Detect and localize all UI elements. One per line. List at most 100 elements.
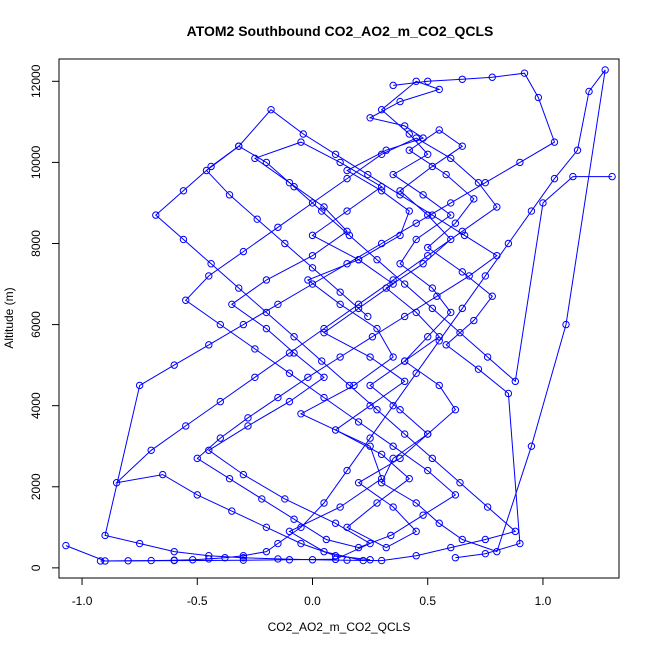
data-point [170, 556, 178, 565]
data-point [474, 178, 483, 187]
data-point [308, 280, 317, 288]
data-point [389, 81, 397, 90]
data-point [239, 247, 248, 256]
y-tick-label: 8000 [29, 230, 43, 257]
x-tick-label: 0.5 [419, 594, 436, 608]
data-point [389, 503, 397, 511]
data-point [419, 191, 427, 199]
data-point [435, 519, 443, 527]
data-point [170, 361, 178, 369]
data-point [366, 539, 374, 548]
data-point [239, 320, 248, 329]
data-point [527, 442, 536, 450]
data-point [235, 142, 243, 150]
data-point [460, 231, 469, 240]
data-point [534, 93, 543, 102]
data-point [170, 547, 178, 556]
data-point [481, 272, 490, 280]
data-point [527, 207, 536, 215]
data-point [331, 551, 340, 560]
data-point [290, 333, 298, 341]
data-point [285, 527, 294, 536]
data-point [373, 256, 381, 264]
data-point [488, 73, 496, 81]
data-point [336, 288, 344, 296]
data-point [377, 105, 386, 114]
data-point [207, 260, 215, 268]
data-point [516, 158, 524, 167]
data-point [304, 276, 312, 284]
data-point [135, 381, 144, 390]
data-point [470, 195, 478, 203]
data-point [396, 260, 404, 268]
data-point [400, 280, 409, 288]
data-point [216, 320, 225, 329]
data-point [585, 87, 593, 96]
data-point [412, 219, 420, 227]
data-point [205, 446, 213, 454]
data-point [262, 523, 271, 532]
data-point [400, 357, 409, 365]
data-point [447, 543, 455, 552]
data-point [400, 122, 409, 130]
data-point [458, 268, 466, 276]
data-point [239, 551, 248, 560]
data-point [318, 357, 326, 365]
data-point [244, 422, 252, 430]
data-point [274, 393, 282, 402]
data-point [465, 272, 473, 280]
data-point [320, 203, 328, 211]
data-point [331, 519, 340, 527]
data-point [400, 312, 409, 321]
data-point [274, 300, 282, 309]
data-point [320, 324, 328, 333]
data-point [182, 422, 190, 430]
data-point [336, 503, 344, 511]
data-point [424, 333, 432, 341]
data-point [297, 410, 305, 418]
data-point [216, 397, 225, 406]
data-point [451, 491, 460, 499]
data-point [207, 162, 215, 171]
data-point [424, 430, 432, 438]
data-point [343, 227, 351, 236]
data-point [389, 454, 397, 463]
data-point [193, 491, 201, 499]
data-point [285, 397, 294, 406]
data-point [345, 231, 354, 240]
data-point [389, 442, 397, 450]
data-point [274, 555, 282, 563]
data-point [458, 535, 466, 544]
data-point [428, 454, 437, 463]
data-point [350, 381, 358, 390]
data-point [343, 466, 351, 475]
data-point [188, 556, 197, 564]
data-point [412, 235, 420, 244]
data-point [297, 138, 305, 146]
data-point [285, 369, 294, 377]
data-point [458, 142, 466, 150]
data-point [428, 162, 437, 171]
data-point [456, 479, 464, 487]
data-point [281, 495, 289, 503]
data-point [456, 328, 464, 337]
data-point [424, 77, 432, 86]
data-point [447, 235, 455, 244]
data-point [101, 531, 109, 540]
data-point [343, 556, 351, 564]
data-point [336, 353, 344, 361]
data-point [244, 414, 252, 422]
data-point [412, 499, 420, 507]
series-line [115, 109, 498, 561]
data-point [343, 260, 351, 268]
data-point [336, 300, 344, 309]
data-point [428, 304, 437, 313]
data-point [435, 85, 443, 94]
data-point [373, 324, 381, 333]
data-point [182, 296, 190, 304]
data-point [354, 543, 363, 552]
data-point [320, 373, 328, 381]
data-point [447, 199, 455, 207]
data-point [504, 239, 513, 248]
data-point [405, 207, 413, 215]
